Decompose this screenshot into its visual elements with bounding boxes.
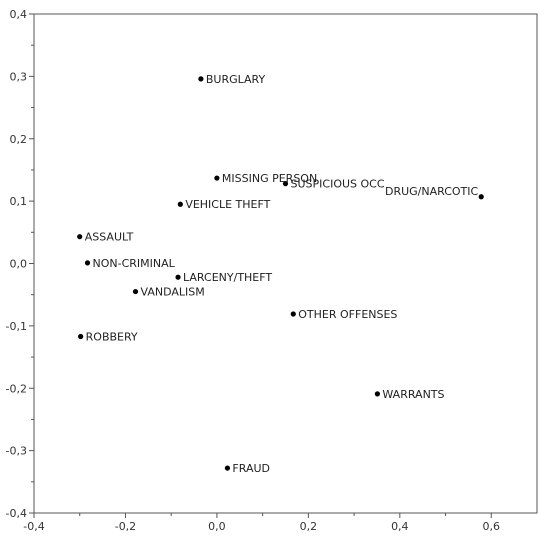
point-label: OTHER OFFENSES xyxy=(298,308,397,321)
point-label: DRUG/NARCOTIC xyxy=(385,185,479,198)
y-tick-label: 0,3 xyxy=(10,70,28,83)
x-tick-label: 0,0 xyxy=(208,520,226,533)
data-point xyxy=(198,76,204,82)
data-point xyxy=(84,260,91,266)
x-tick-label: -0,2 xyxy=(115,520,136,533)
data-point xyxy=(214,175,220,181)
y-axis: 0,4 0,3 0,2 0,1 0,0 -0,1 -0,2 -0,3 -0,4 xyxy=(6,8,34,520)
point-label: LARCENY/THEFT xyxy=(183,271,272,284)
point-label: VANDALISM xyxy=(141,286,205,299)
data-point xyxy=(132,288,139,295)
point-label: NON-CRIMINAL xyxy=(93,257,176,270)
point-label: MISSING PERSON xyxy=(222,172,317,185)
x-tick-label: 0,4 xyxy=(391,520,409,533)
data-point xyxy=(77,234,83,240)
data-point xyxy=(374,391,381,397)
point-label: FRAUD xyxy=(232,462,270,475)
point-label: ASSAULT xyxy=(85,231,134,244)
point-label: WARRANTS xyxy=(382,388,444,401)
x-tick-label: 0,2 xyxy=(300,520,318,533)
point-label: BURGLARY xyxy=(206,73,266,86)
y-tick-label: -0,3 xyxy=(6,445,27,458)
y-tick-label: -0,4 xyxy=(6,507,27,520)
data-point xyxy=(224,465,231,471)
y-tick-label: 0,2 xyxy=(10,133,28,146)
point-label: SUSPICIOUS OCC xyxy=(291,178,385,191)
data-point xyxy=(78,333,84,340)
y-tick-label: 0,4 xyxy=(10,8,28,21)
y-tick-label: 0,1 xyxy=(10,195,28,208)
x-tick-label: -0,4 xyxy=(23,520,44,533)
point-label: VEHICLE THEFT xyxy=(185,198,270,211)
data-point xyxy=(175,274,181,280)
x-axis: -0,4 -0,2 0,0 0,2 0,4 0,6 xyxy=(23,513,500,533)
point-label: ROBBERY xyxy=(86,330,138,343)
y-tick-label: -0,1 xyxy=(6,320,27,333)
data-point xyxy=(177,201,183,207)
y-tick-label: -0,2 xyxy=(6,382,27,395)
x-tick-label: 0,6 xyxy=(483,520,501,533)
data-point xyxy=(290,311,296,317)
data-point xyxy=(478,194,484,200)
data-point xyxy=(282,181,289,187)
y-tick-label: 0,0 xyxy=(10,258,28,271)
